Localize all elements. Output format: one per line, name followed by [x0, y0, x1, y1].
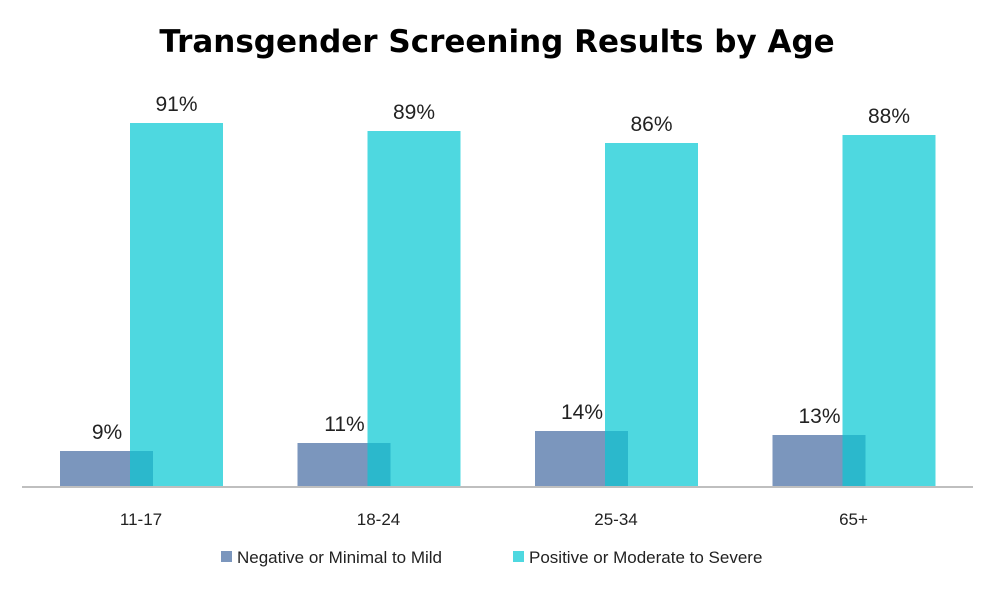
bar-overlap-11-17: [130, 451, 153, 487]
legend-label-positive: Positive or Moderate to Severe: [529, 548, 762, 567]
bar-overlap-18-24: [367, 443, 391, 487]
legend-swatch-positive: [513, 551, 524, 562]
data-label-positive-65: 88%: [868, 105, 910, 128]
legend-swatch-negative: [221, 551, 232, 562]
bar-positive-25-34: [605, 143, 698, 487]
x-tick-label-18-24: 18-24: [357, 510, 400, 529]
legend: Negative or Minimal to Mild Positive or M…: [221, 548, 762, 567]
data-label-negative-18-24: 11%: [324, 413, 364, 436]
x-tick-label-11-17: 11-17: [120, 510, 162, 529]
legend-label-negative: Negative or Minimal to Mild: [237, 548, 442, 567]
bar-positive-11-17: [130, 123, 223, 487]
x-tick-label-25-34: 25-34: [594, 510, 637, 529]
bar-positive-18-24: [367, 131, 461, 487]
x-axis-ticks: 11-17 18-24 25-34 65+: [120, 510, 868, 529]
data-label-negative-25-34: 14%: [561, 401, 603, 424]
x-tick-label-65: 65+: [839, 510, 868, 529]
bar-positive-65: [842, 135, 936, 487]
bar-overlap-25-34: [605, 431, 628, 487]
data-label-negative-65: 13%: [798, 405, 840, 428]
data-label-negative-11-17: 9%: [92, 421, 122, 444]
chart-title: Transgender Screening Results by Age: [159, 24, 834, 60]
plot-area: 9% 91% 11% 89% 14% 86% 13% 88%: [60, 93, 936, 487]
data-label-positive-25-34: 86%: [630, 113, 672, 136]
bar-overlap-65: [842, 435, 866, 487]
data-label-positive-11-17: 91%: [155, 93, 197, 116]
data-label-positive-18-24: 89%: [393, 101, 435, 124]
